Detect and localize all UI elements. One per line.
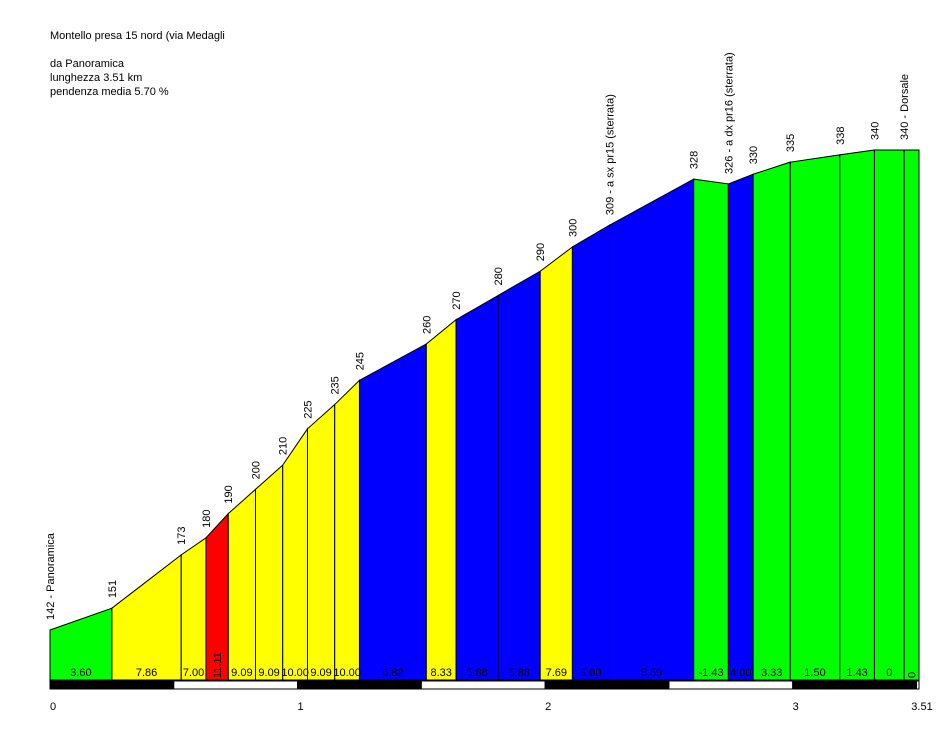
altitude-label-9: 235	[330, 376, 342, 394]
altitude-label-18: 326 - a dx pr16 (sterrata)	[723, 52, 735, 174]
gradient-label-12: 5.88	[466, 667, 487, 679]
gradient-label-6: 9.09	[258, 667, 279, 679]
profile-title: Montello presa 15 nord (via Medagli	[50, 30, 225, 42]
altitude-label-13: 280	[493, 267, 505, 285]
average-gradient: pendenza media 5.70 %	[50, 86, 169, 98]
profile-segment-23	[903, 149, 920, 681]
altitude-labels: 142 - Panoramica 151 173 180 190 200 210 225 235…	[45, 52, 911, 620]
distance-tick-4: 3	[793, 701, 799, 713]
profile-segment-15	[571, 224, 611, 681]
profile-segment-13	[497, 270, 541, 681]
gradient-label-14: 7.69	[546, 667, 567, 679]
scale-bar-block-3	[297, 680, 422, 690]
climb-length: lunghezza 3.51 km	[50, 72, 143, 84]
profile-segment-5	[227, 488, 256, 681]
distance-tick-1: 0	[50, 701, 56, 713]
scale-bar-block-7	[792, 680, 918, 690]
scale-bar-block-1	[49, 680, 175, 690]
distance-tick-2: 1	[298, 701, 304, 713]
altitude-label-14: 290	[535, 243, 547, 261]
profile-segment-21	[839, 149, 875, 681]
altitude-label-12: 270	[451, 291, 463, 309]
altitude-label-11: 260	[421, 316, 433, 334]
gradient-label-10: 6.82	[382, 667, 403, 679]
altitude-label-22: 340	[869, 122, 881, 140]
altitude-label-20: 335	[785, 134, 797, 152]
profile-segment-7	[282, 427, 308, 681]
profile-segment-22	[873, 149, 905, 681]
gradient-label-19: 3.33	[761, 667, 782, 679]
gradient-label-7: 10.00	[281, 667, 309, 679]
altitude-label-3: 173	[176, 526, 188, 544]
distance-scale	[49, 680, 920, 690]
scale-bar-block-4	[420, 680, 546, 690]
gradient-label-2: 7.86	[136, 667, 157, 679]
altitude-label-6: 200	[250, 461, 262, 479]
scale-bar-block-6	[668, 680, 794, 690]
profile-segment-19	[752, 161, 791, 681]
gradient-label-17: -1.43	[698, 667, 723, 679]
profile-segment-20	[789, 154, 841, 681]
gradient-label-4: 11.11	[212, 652, 224, 678]
profile-segment-16	[609, 178, 695, 681]
gradient-label-23: 0	[907, 672, 919, 678]
scale-bar-block-5	[544, 680, 670, 690]
gradient-label-1: 3.60	[70, 667, 91, 679]
gradient-label-22: 0	[886, 667, 892, 679]
gradient-labels: 3.60 7.86 7.00 11.11 9.09 9.09 10.00 9.09 10.00 6…	[70, 652, 918, 679]
distance-tick-5: 3.51	[911, 701, 932, 713]
altitude-label-19: 330	[748, 146, 760, 164]
gradient-label-20: 1.50	[804, 667, 825, 679]
gradient-label-9: 10.00	[333, 667, 361, 679]
scale-bar-block-2	[173, 680, 299, 690]
altitude-label-4: 180	[201, 510, 213, 528]
gradient-label-8: 9.09	[310, 667, 331, 679]
profile-segment-9	[334, 379, 360, 681]
profile-segment-3	[180, 536, 207, 681]
profile-segment-17	[693, 178, 729, 681]
altitude-label-17: 328	[689, 151, 701, 169]
distance-tick-labels: 0 1 2 3 3.51	[50, 701, 933, 713]
altitude-label-8: 225	[302, 400, 314, 418]
altitude-label-2: 151	[107, 580, 119, 598]
gradient-label-3: 7.00	[183, 667, 204, 679]
profile-info: Montello presa 15 nord (via Medagli da P…	[50, 29, 225, 99]
profile-segment-8	[306, 403, 336, 681]
profile-segment-12	[455, 294, 499, 681]
altitude-label-1: 142 - Panoramica	[45, 532, 57, 620]
scale-bar-block-8	[916, 680, 920, 690]
gradient-label-18: 4.00	[730, 667, 751, 679]
altitude-label-10: 245	[354, 352, 366, 370]
profile-segments	[49, 149, 920, 681]
gradient-label-21: 1.43	[846, 667, 867, 679]
gradient-label-15: 6.00	[580, 667, 601, 679]
gradient-label-5: 9.09	[231, 667, 252, 679]
profile-segment-18	[727, 173, 754, 681]
profile-segment-10	[358, 343, 427, 681]
gradient-label-11: 8.33	[430, 667, 451, 679]
profile-segment-2	[111, 553, 182, 681]
altitude-label-15: 300	[567, 219, 579, 237]
altitude-label-23: 340 - Dorsale	[899, 74, 911, 140]
altitude-label-5: 190	[223, 485, 235, 503]
gradient-label-13: 5.88	[508, 667, 529, 679]
gradient-label-16: 5.59	[641, 667, 662, 679]
altitude-label-7: 210	[278, 437, 290, 455]
profile-segment-6	[254, 464, 284, 681]
altitude-label-16: 309 - a sx pr15 (sterrata)	[605, 94, 617, 215]
profile-segment-14	[539, 245, 573, 681]
altitude-label-21: 338	[835, 126, 847, 144]
distance-tick-3: 2	[545, 701, 551, 713]
start-location: da Panoramica	[50, 58, 124, 70]
profile-segment-11	[425, 318, 457, 681]
